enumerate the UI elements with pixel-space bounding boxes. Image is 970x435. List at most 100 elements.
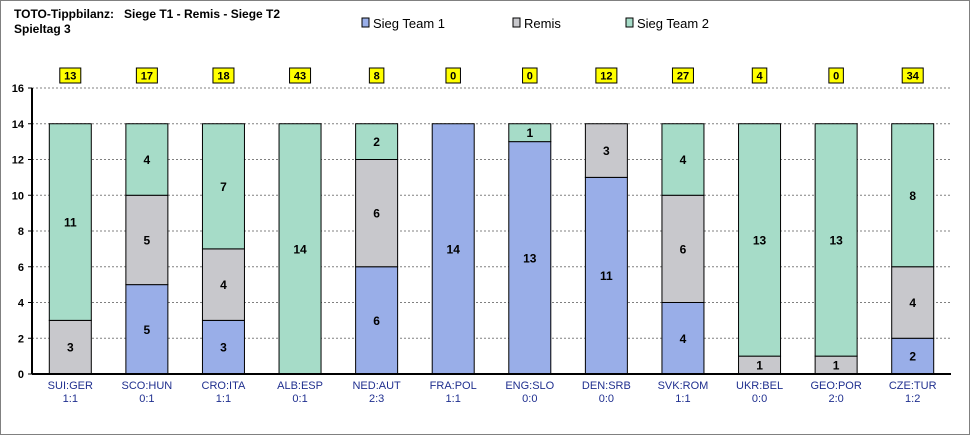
top-label-box — [671, 67, 694, 84]
bar-value-label: 2 — [909, 350, 916, 364]
y-tick-label: 14 — [12, 119, 25, 131]
top-label-box — [289, 67, 312, 84]
bar-segment — [891, 123, 935, 268]
bar-value-label: 3 — [67, 341, 74, 355]
result-label: 1:1 — [63, 393, 78, 405]
category-label: CRO:ITA — [202, 380, 246, 392]
category-label: ALB:ESP — [277, 380, 323, 392]
legend-label: Remis — [524, 16, 561, 31]
top-label: 27 — [677, 71, 689, 83]
bar-value-label: 8 — [909, 189, 916, 203]
bar-segment — [125, 284, 169, 375]
bar-value-label: 13 — [753, 233, 767, 247]
result-label: 1:2 — [905, 393, 920, 405]
bar-value-label: 7 — [220, 180, 227, 194]
category-label: DEN:SRB — [582, 380, 631, 392]
top-label: 13 — [64, 71, 76, 83]
bar-value-label: 4 — [680, 332, 687, 346]
bar-segment — [355, 266, 399, 375]
category-label: NED:AUT — [352, 380, 401, 392]
result-label: 2:3 — [369, 393, 384, 405]
top-label: 34 — [907, 71, 920, 83]
category-label: ENG:SLO — [505, 380, 554, 392]
bar-segment — [584, 123, 628, 178]
bar-value-label: 14 — [447, 242, 461, 256]
result-label: 0:0 — [752, 393, 767, 405]
y-tick-label: 2 — [18, 333, 24, 345]
bar-value-label: 4 — [220, 278, 227, 292]
bar-segment — [48, 123, 92, 321]
bar-segment — [125, 123, 169, 196]
bar-segment — [355, 159, 399, 268]
bar-segment — [584, 176, 628, 375]
top-label-box — [135, 67, 158, 84]
result-label: 1:1 — [216, 393, 231, 405]
top-label-box — [445, 67, 461, 84]
y-tick-label: 8 — [18, 226, 24, 238]
bar-value-label: 6 — [373, 314, 380, 328]
top-label: 4 — [756, 71, 763, 83]
result-label: 2:0 — [828, 393, 843, 405]
top-label-box — [751, 67, 768, 84]
category-label: UKR:BEL — [736, 380, 783, 392]
result-label: 0:0 — [599, 393, 614, 405]
bar-value-label: 11 — [600, 269, 613, 283]
bar-value-label: 4 — [144, 153, 151, 167]
top-labels: 13 17 18 43 8 0 0 12 27 4 0 34 — [59, 67, 924, 84]
bar-segment — [48, 319, 92, 375]
y-tick-label: 12 — [12, 155, 24, 167]
top-label-box — [595, 67, 618, 84]
bar-value-label: 4 — [680, 153, 687, 167]
x-axis: SUI:GER1:1SCO:HUN0:1CRO:ITA1:1ALB:ESP0:1… — [32, 373, 951, 405]
bar-segment — [355, 123, 399, 160]
result-label: 0:0 — [522, 393, 537, 405]
legend-swatch — [625, 17, 634, 28]
bar-segment — [508, 141, 552, 375]
bar-segment — [508, 123, 552, 143]
top-label-box — [901, 67, 924, 84]
legend-label: Sieg Team 1 — [373, 16, 445, 31]
bar-value-label: 2 — [373, 135, 380, 149]
result-label: 0:1 — [292, 393, 307, 405]
bar-value-label: 6 — [680, 242, 687, 256]
category-label: GEO:POR — [810, 380, 861, 392]
legend-swatch — [512, 17, 521, 28]
top-label-box — [828, 67, 844, 84]
bar-value-label: 11 — [64, 216, 77, 230]
top-label: 43 — [294, 71, 306, 83]
bar-value-label: 4 — [909, 296, 916, 310]
bar-segment — [278, 123, 322, 375]
bar-segment — [201, 123, 245, 250]
top-label-box — [522, 67, 538, 84]
bar-segment — [661, 123, 705, 196]
legend: Sieg Team 1 Remis Sieg Team 2 — [361, 16, 709, 31]
bar-value-label: 6 — [373, 207, 380, 221]
y-tick-label: 10 — [12, 190, 24, 202]
y-axis: 0 2 4 6 8 10 12 14 16 — [12, 83, 33, 381]
bar-segment — [431, 123, 475, 375]
bar-value-label: 3 — [220, 341, 227, 355]
top-label-box — [59, 67, 82, 84]
top-label-box — [212, 67, 235, 84]
bar-value-label: 1 — [756, 359, 763, 373]
category-label: CZE:TUR — [889, 380, 937, 392]
bar-segment — [814, 123, 858, 357]
bar-value-label: 14 — [293, 242, 307, 256]
top-label-box — [368, 67, 385, 84]
y-tick-label: 6 — [18, 262, 24, 274]
bar-segment — [738, 123, 782, 357]
chart-title: TOTO-Tippbilanz: Siege T1 - Remis - Sieg… — [14, 7, 280, 21]
y-tick-label: 4 — [18, 298, 25, 310]
bar-value-label: 13 — [829, 233, 843, 247]
bar-segment — [661, 194, 705, 303]
bar-value-label: 5 — [144, 233, 151, 247]
top-label: 0 — [527, 71, 533, 83]
bar-value-label: 5 — [144, 323, 151, 337]
category-label: SUI:GER — [48, 380, 93, 392]
bar-segment — [125, 194, 169, 286]
gridlines — [32, 87, 951, 339]
bar-value-label: 13 — [523, 251, 537, 265]
